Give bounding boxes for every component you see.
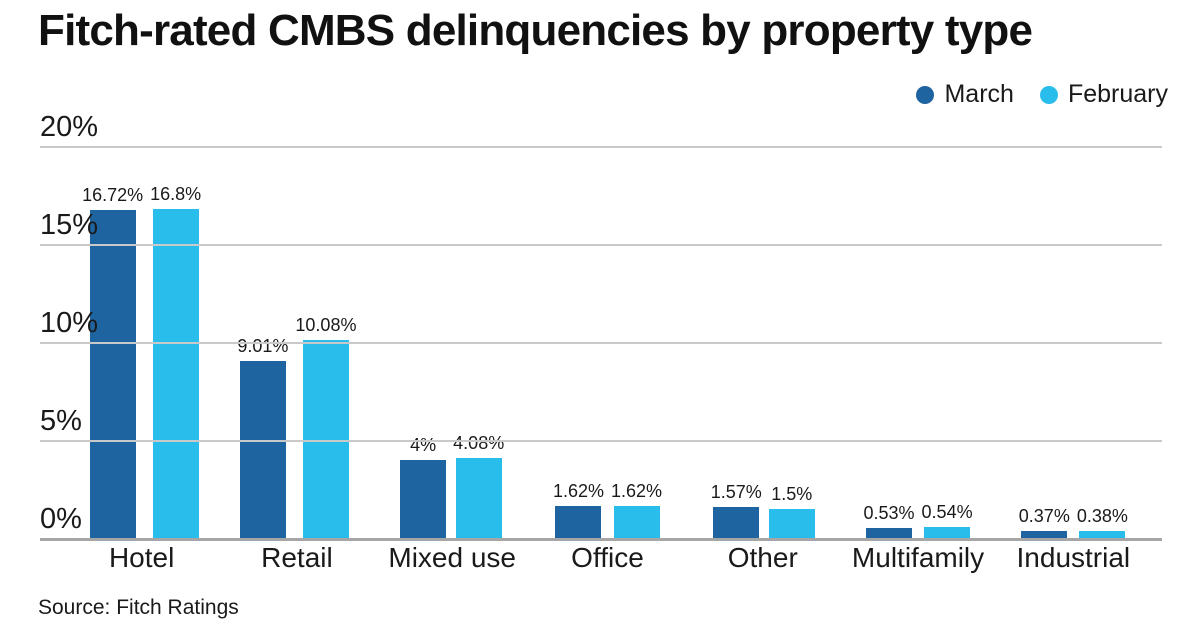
bar-wrap: 1.57% (710, 482, 762, 538)
bar-wrap: 10.08% (295, 315, 357, 538)
bar-wrap: 0.37% (1018, 506, 1070, 538)
bar-february (768, 509, 815, 538)
bar-group-office: 1.62% 1.62% (530, 146, 685, 538)
legend-label-february: February (1067, 80, 1168, 108)
bar-wrap: 0.53% (863, 503, 915, 538)
y-axis-label: 0% (40, 503, 82, 535)
x-axis-line (40, 538, 1162, 541)
y-axis-label: 20% (40, 111, 99, 143)
x-axis-label: Multifamily (851, 542, 985, 573)
bar-march (400, 460, 447, 538)
plot-area: 16.72% 16.8% 9.01% 10.08% 4% 4.08% 1.62% 1.62% 1… (40, 113, 1162, 541)
bar-group-hotel: 16.72% 16.8% (64, 146, 219, 538)
bar-wrap: 16.72% (82, 185, 144, 538)
gridline (40, 342, 1162, 344)
x-axis-label: Retail (261, 542, 333, 573)
bar-value-label: 1.5% (771, 484, 813, 505)
bar-wrap: 0.38% (1076, 506, 1128, 538)
bar-group-industrial: 0.37% 0.38% (996, 146, 1151, 538)
bar-value-label: 1.62% (610, 481, 663, 502)
gridline (40, 146, 1162, 148)
bar-february (302, 340, 349, 538)
x-axis-label: Hotel (108, 542, 175, 573)
bars-row: 16.72% 16.8% 9.01% 10.08% 4% 4.08% 1.62% 1.62% 1… (64, 146, 1151, 538)
chart-title: Fitch-rated CMBS delinquencies by proper… (38, 6, 1033, 55)
bar-value-label: 10.08% (295, 315, 357, 336)
bar-value-label: 16.8% (150, 184, 202, 205)
x-axis-label: Office (571, 542, 644, 573)
source-note: Source: Fitch Ratings (38, 596, 239, 619)
bar-value-label: 0.54% (921, 502, 973, 523)
bar-february (924, 527, 971, 538)
bar-wrap: 1.62% (552, 481, 604, 538)
bar-value-label: 0.53% (863, 503, 915, 524)
legend-item-february: February (1039, 80, 1168, 109)
y-axis-label: 15% (40, 209, 99, 241)
gridline (40, 244, 1162, 246)
bar-value-label: 0.37% (1018, 506, 1070, 527)
y-axis-label: 10% (40, 307, 99, 339)
bar-march (866, 528, 913, 538)
bar-wrap: 9.01% (237, 336, 289, 538)
bar-march (555, 506, 602, 538)
bar-group-mixed-use: 4% 4.08% (375, 146, 530, 538)
february-swatch (1039, 85, 1058, 104)
legend-item-march: March (916, 80, 1014, 109)
bar-march (89, 210, 136, 538)
bar-february (1079, 531, 1126, 538)
y-axis-label: 5% (40, 405, 82, 437)
bar-value-label: 9.01% (237, 336, 289, 357)
legend: March February (916, 80, 1168, 109)
bar-value-label: 4.08% (453, 433, 505, 454)
bar-wrap: 0.54% (921, 502, 973, 538)
bar-group-retail: 9.01% 10.08% (219, 146, 374, 538)
x-axis-label: Other (727, 542, 798, 573)
bar-value-label: 16.72% (82, 185, 144, 206)
bar-value-label: 1.62% (552, 481, 604, 502)
bar-march (1021, 531, 1068, 538)
bar-group-multifamily: 0.53% 0.54% (840, 146, 995, 538)
bar-february (152, 209, 199, 538)
bar-value-label: 1.57% (710, 482, 762, 503)
bar-wrap: 1.62% (610, 481, 663, 538)
bar-value-label: 0.38% (1076, 506, 1128, 527)
bar-february (613, 506, 660, 538)
x-axis-label: Mixed use (388, 542, 517, 573)
bar-wrap: 1.5% (768, 484, 815, 538)
bar-march (713, 507, 760, 538)
x-axis-labels: Hotel Retail Mixed use Office Other Multifami… (64, 542, 1151, 574)
bar-february (455, 458, 502, 538)
march-swatch (916, 85, 935, 104)
gridline (40, 440, 1162, 442)
x-axis-label: Industrial (1016, 542, 1131, 573)
legend-label-march: March (944, 80, 1014, 108)
bar-group-other: 1.57% 1.5% (685, 146, 840, 538)
bar-wrap: 4.08% (453, 433, 505, 538)
bar-wrap: 4% (400, 435, 447, 538)
bar-march (239, 361, 286, 538)
bar-wrap: 16.8% (150, 184, 202, 538)
